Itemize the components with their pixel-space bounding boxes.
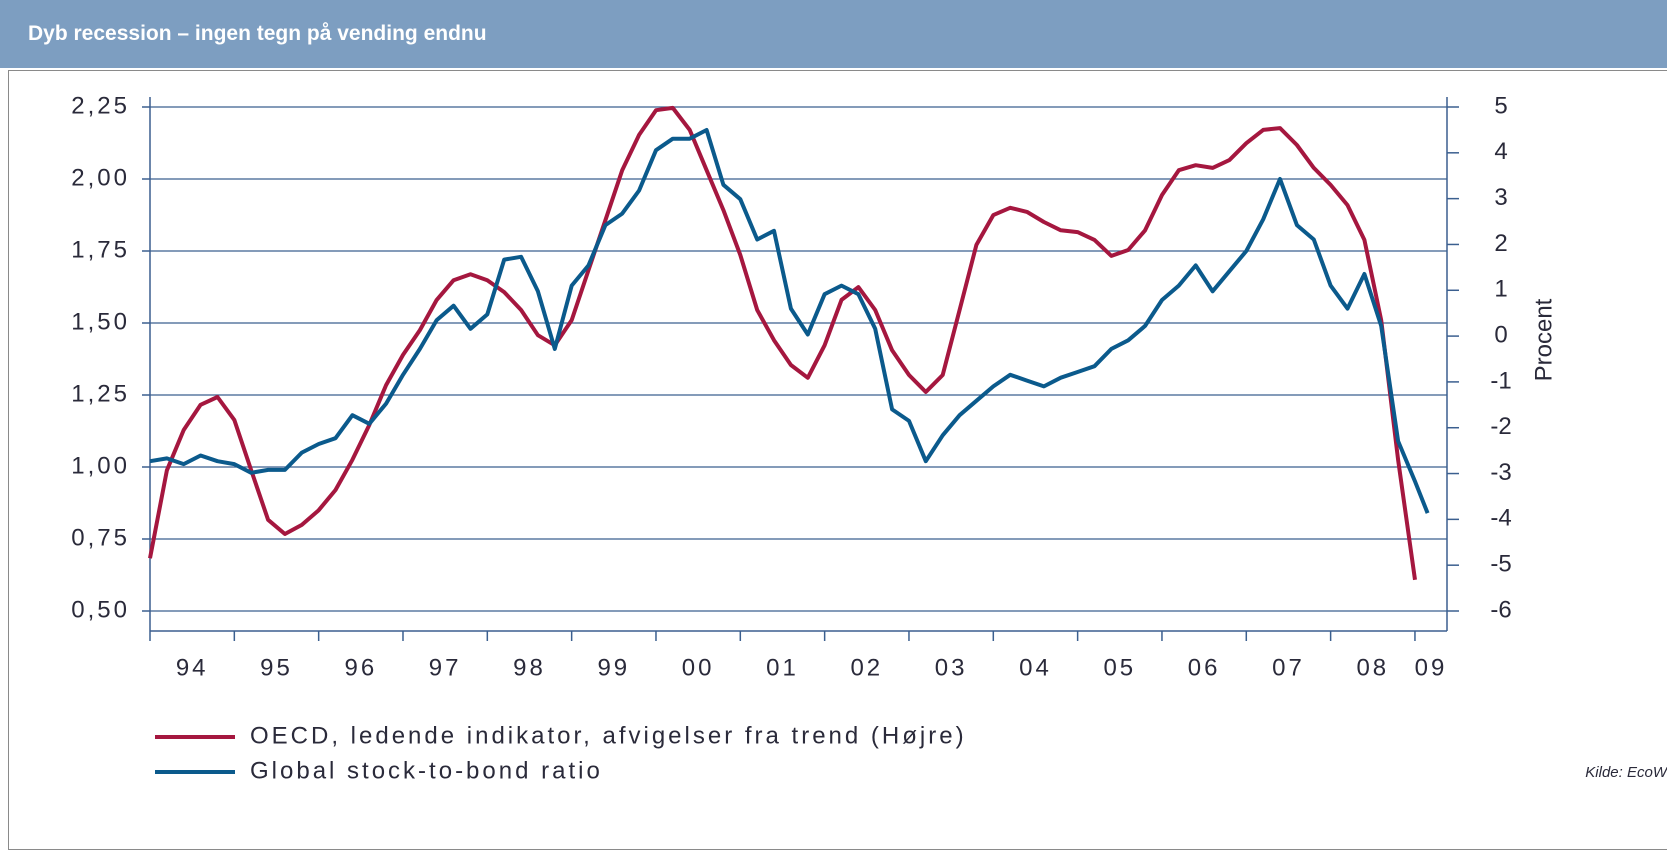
y2-tick-label: 0: [1494, 321, 1507, 348]
y2-tick-label: -5: [1490, 551, 1511, 578]
x-tick-label: 05: [1103, 654, 1136, 681]
y2-tick-label: 3: [1494, 184, 1507, 211]
legend-label: Global stock-to-bond ratio: [250, 757, 603, 784]
y2-axis-label: Procent: [1530, 298, 1557, 381]
x-tick-label: 96: [344, 654, 377, 681]
x-tick-label: 94: [176, 654, 209, 681]
x-tick-label: 01: [766, 654, 799, 681]
y-tick-label: 1,50: [71, 308, 130, 335]
x-tick-label: 08: [1356, 654, 1389, 681]
legend-label: OECD, ledende indikator, afvigelser fra …: [250, 722, 967, 749]
x-tick-label: 98: [513, 654, 546, 681]
header-title: Dyb recession – ingen tegn på vending en…: [0, 0, 1667, 68]
y2-tick-label: -1: [1490, 367, 1511, 394]
x-tick-label: 02: [850, 654, 883, 681]
y2-tick-label: -6: [1490, 596, 1511, 623]
series-line: [148, 105, 1417, 581]
x-tick-label: 04: [1019, 654, 1052, 681]
y2-tick-label: 2: [1494, 230, 1507, 257]
y2-tick-label: 1: [1494, 276, 1507, 303]
y2-tick-label: -3: [1490, 459, 1511, 486]
y-tick-label: 1,25: [71, 380, 130, 407]
source: Kilde: EcoW: [1585, 764, 1667, 781]
y2-tick-label: -4: [1490, 505, 1511, 532]
y-tick-label: 1,75: [71, 236, 130, 263]
y-tick-label: 2,00: [71, 164, 130, 191]
y2-tick-label: 5: [1494, 92, 1507, 119]
x-tick-label: 07: [1272, 654, 1305, 681]
x-tick-label: 95: [260, 654, 293, 681]
series-line: [149, 128, 1430, 514]
y-tick-label: 0,75: [71, 524, 130, 551]
y2-tick-label: -2: [1490, 413, 1511, 440]
x-tick-label: 97: [429, 654, 462, 681]
x-tick-label: 00: [682, 654, 715, 681]
x-tick-label: 99: [597, 654, 630, 681]
x-tick-label: 09: [1415, 654, 1448, 681]
y-tick-label: 1,00: [71, 452, 130, 479]
y-tick-label: 2,25: [71, 92, 130, 119]
y-tick-label: 0,50: [71, 596, 130, 623]
x-tick-label: 03: [935, 654, 968, 681]
x-tick-label: 06: [1188, 654, 1221, 681]
y2-tick-label: 4: [1494, 138, 1507, 165]
